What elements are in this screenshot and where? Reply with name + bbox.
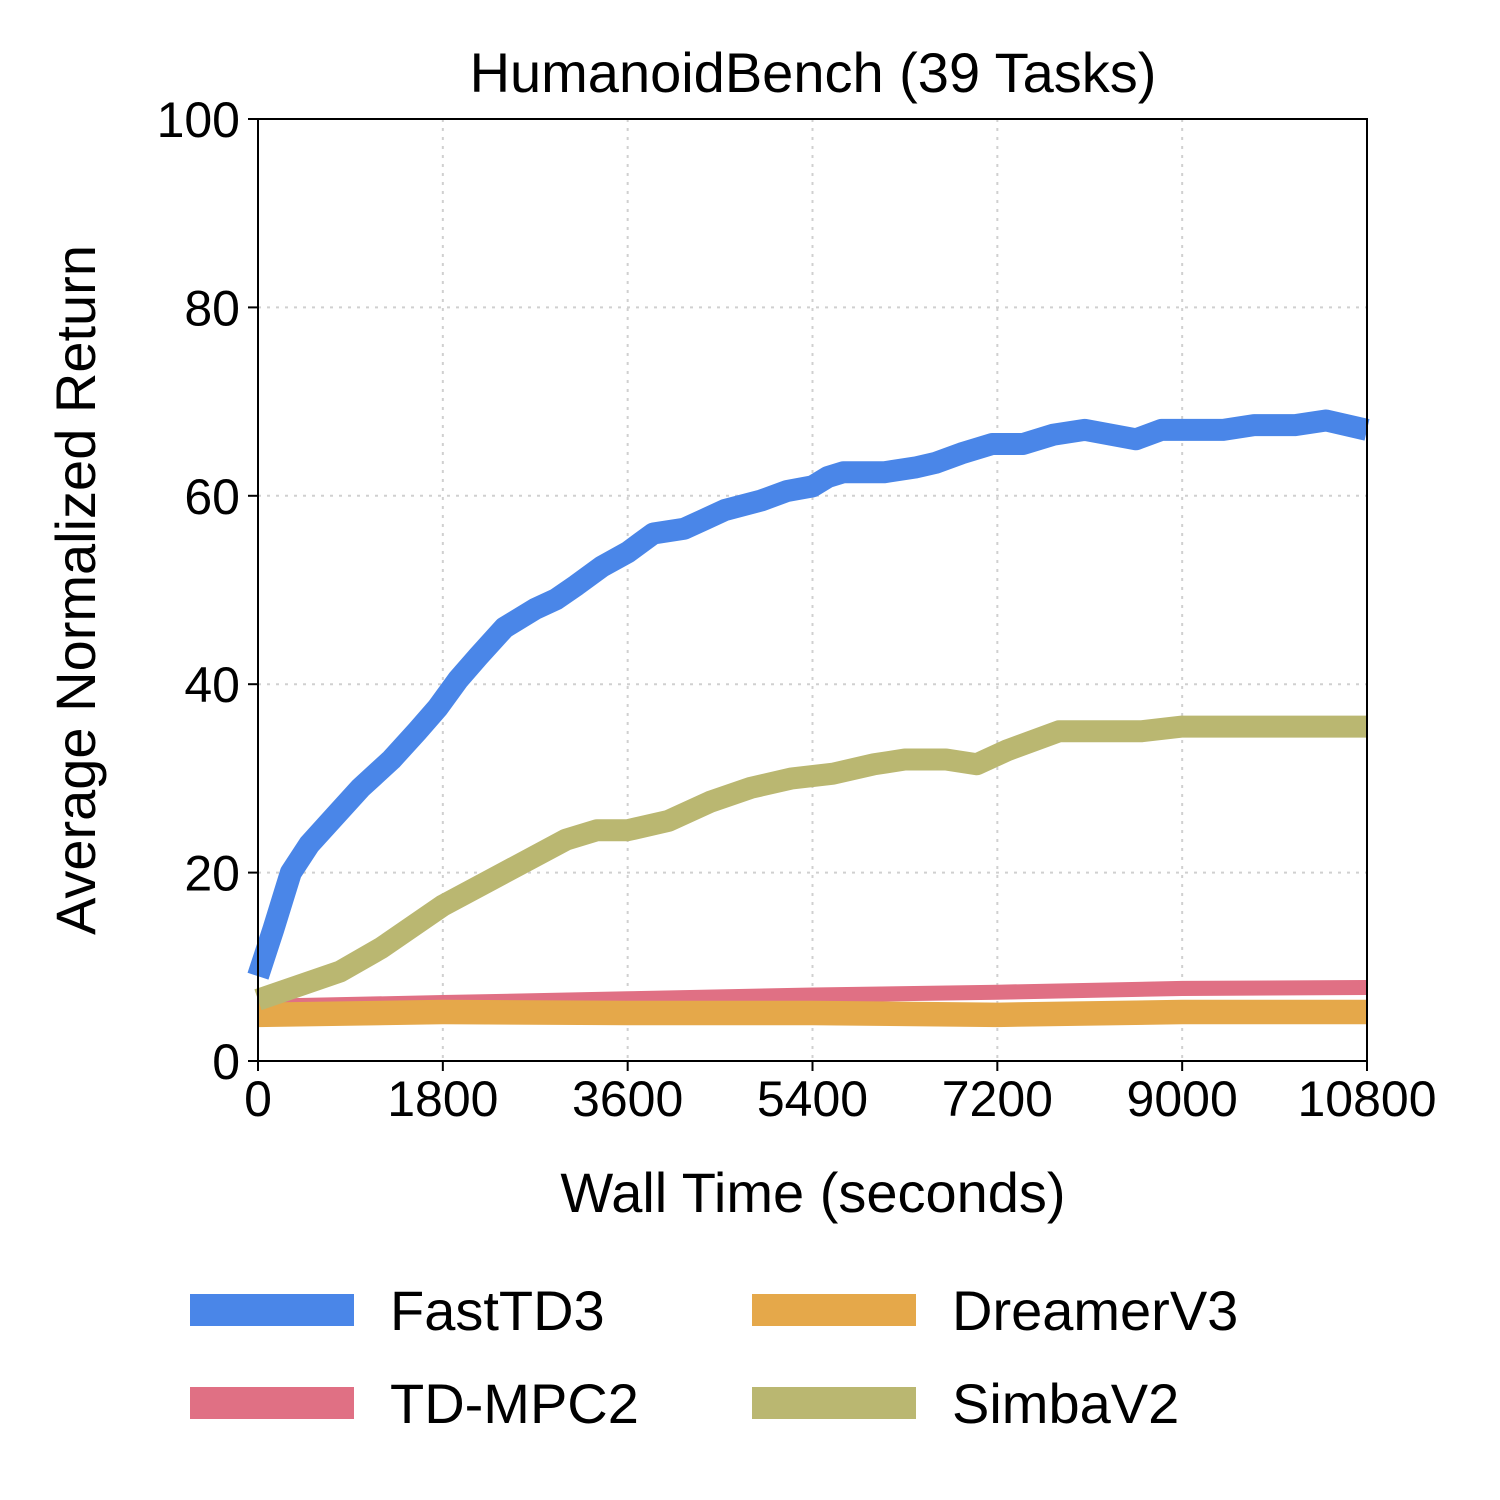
x-tick-label: 0 [244,1071,272,1127]
x-tick-label: 10800 [1297,1071,1436,1127]
y-tick-label: 60 [184,469,240,525]
y-axis-title: Average Normalized Return [44,245,107,935]
x-tick-label: 9000 [1127,1071,1238,1127]
legend-swatch-td-mpc2 [190,1387,354,1419]
y-tick-label: 20 [184,846,240,902]
x-tick-label: 7200 [942,1071,1053,1127]
y-tick-label: 40 [184,657,240,713]
y-tick-label: 0 [212,1034,240,1090]
legend-swatch-dreamerv3 [752,1294,916,1326]
legend-swatch-fasttd3 [190,1294,354,1326]
x-tick-label: 1800 [387,1071,498,1127]
series-layer [247,409,1370,1028]
legend-label-simbav2: SimbaV2 [952,1372,1179,1435]
series-simbav2-line [254,715,1367,1011]
x-tick-label: 5400 [757,1071,868,1127]
series-fasttd3-line [247,409,1370,980]
x-tick-label: 3600 [572,1071,683,1127]
y-tick-label: 100 [157,92,240,148]
x-axis-title: Wall Time (seconds) [560,1161,1065,1224]
y-tick-label: 80 [184,280,240,336]
chart-title: HumanoidBench (39 Tasks) [470,41,1157,104]
legend-swatch-simbav2 [752,1387,916,1419]
legend: FastTD3 DreamerV3 TD-MPC2 SimbaV2 [190,1279,1238,1435]
series-dreamerv3-band [258,999,1367,1028]
legend-label-dreamerv3: DreamerV3 [952,1279,1238,1342]
legend-label-fasttd3: FastTD3 [390,1279,605,1342]
legend-label-td-mpc2: TD-MPC2 [390,1372,639,1435]
ticks: 0 1800 3600 5400 7200 9000 10800 0 20 40 60 80 100 [157,92,1437,1127]
